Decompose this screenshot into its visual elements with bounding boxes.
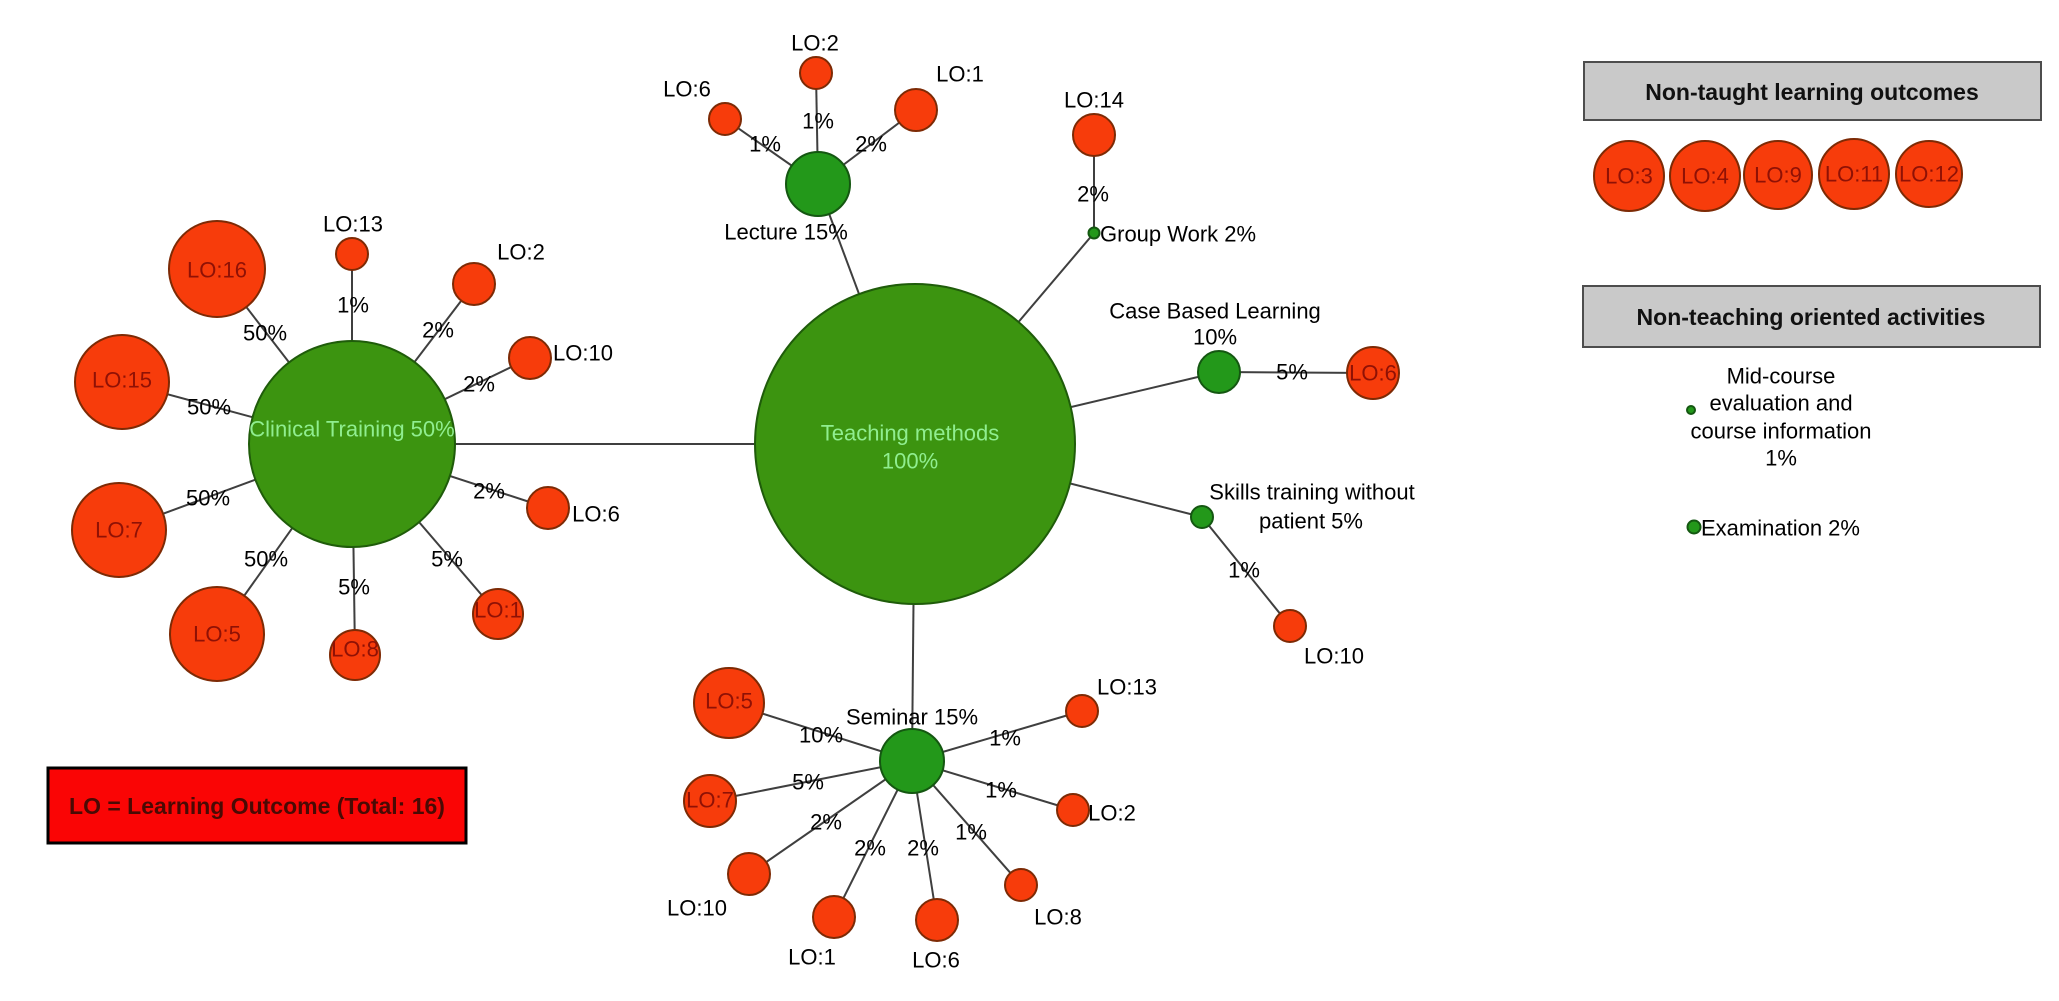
svg-text:5%: 5% bbox=[792, 770, 824, 795]
svg-text:course information: course information bbox=[1691, 419, 1872, 444]
svg-text:LO:7: LO:7 bbox=[95, 518, 143, 543]
svg-text:LO:5: LO:5 bbox=[193, 622, 241, 647]
svg-text:LO:6: LO:6 bbox=[572, 502, 620, 527]
svg-text:Non-teaching oriented activiti: Non-teaching oriented activities bbox=[1637, 304, 1986, 330]
svg-text:Non-taught learning outcomes: Non-taught learning outcomes bbox=[1645, 79, 1979, 105]
svg-text:LO:4: LO:4 bbox=[1681, 164, 1729, 189]
svg-text:50%: 50% bbox=[244, 547, 288, 572]
svg-text:LO:11: LO:11 bbox=[1825, 162, 1883, 187]
svg-text:LO:3: LO:3 bbox=[1605, 164, 1653, 189]
svg-text:Examination 2%: Examination 2% bbox=[1701, 516, 1860, 541]
svg-text:1%: 1% bbox=[989, 726, 1021, 751]
svg-text:Group Work 2%: Group Work 2% bbox=[1100, 222, 1256, 247]
svg-text:1%: 1% bbox=[985, 778, 1017, 803]
svg-text:LO:5: LO:5 bbox=[705, 689, 753, 714]
svg-text:2%: 2% bbox=[854, 836, 886, 861]
svg-text:LO:10: LO:10 bbox=[667, 896, 727, 921]
svg-text:2%: 2% bbox=[1077, 182, 1109, 207]
svg-text:LO:2: LO:2 bbox=[497, 240, 545, 265]
svg-text:1%: 1% bbox=[337, 293, 369, 318]
svg-text:LO = Learning Outcome (Total:: LO = Learning Outcome (Total: 16) bbox=[69, 793, 445, 819]
svg-text:LO:10: LO:10 bbox=[1304, 644, 1364, 669]
svg-text:2%: 2% bbox=[473, 479, 505, 504]
svg-text:LO:2: LO:2 bbox=[1088, 801, 1136, 826]
svg-text:50%: 50% bbox=[186, 486, 230, 511]
svg-text:LO:10: LO:10 bbox=[553, 341, 613, 366]
svg-text:50%: 50% bbox=[187, 395, 231, 420]
svg-text:Lecture 15%: Lecture 15% bbox=[724, 220, 848, 245]
svg-text:1%: 1% bbox=[1228, 558, 1260, 583]
svg-text:100%: 100% bbox=[882, 449, 938, 474]
svg-text:LO:8: LO:8 bbox=[331, 637, 379, 662]
svg-text:Teaching methods: Teaching methods bbox=[821, 421, 1000, 446]
svg-text:Mid-course: Mid-course bbox=[1727, 364, 1836, 389]
svg-text:5%: 5% bbox=[431, 547, 463, 572]
svg-text:LO:6: LO:6 bbox=[1349, 361, 1397, 386]
svg-text:2%: 2% bbox=[855, 132, 887, 157]
svg-text:5%: 5% bbox=[1276, 360, 1308, 385]
svg-text:LO:6: LO:6 bbox=[912, 948, 960, 973]
svg-text:LO:16: LO:16 bbox=[187, 258, 247, 283]
svg-text:Clinical Training 50%: Clinical Training 50% bbox=[249, 417, 454, 442]
svg-text:LO:13: LO:13 bbox=[323, 212, 383, 237]
svg-text:LO:15: LO:15 bbox=[92, 368, 152, 393]
svg-text:LO:12: LO:12 bbox=[1899, 162, 1959, 187]
svg-text:10%: 10% bbox=[799, 723, 843, 748]
svg-text:LO:6: LO:6 bbox=[663, 77, 711, 102]
svg-text:1%: 1% bbox=[749, 132, 781, 157]
svg-text:Seminar 15%: Seminar 15% bbox=[846, 705, 978, 730]
svg-text:LO:2: LO:2 bbox=[791, 31, 839, 56]
svg-text:2%: 2% bbox=[422, 318, 454, 343]
svg-text:10%: 10% bbox=[1193, 325, 1237, 350]
svg-text:2%: 2% bbox=[463, 372, 495, 397]
svg-text:patient 5%: patient 5% bbox=[1259, 509, 1363, 534]
svg-text:50%: 50% bbox=[243, 321, 287, 346]
svg-text:1%: 1% bbox=[1765, 446, 1797, 471]
svg-text:Skills training without: Skills training without bbox=[1209, 480, 1414, 505]
svg-text:LO:1: LO:1 bbox=[936, 62, 984, 87]
svg-text:5%: 5% bbox=[338, 575, 370, 600]
svg-text:LO:8: LO:8 bbox=[1034, 905, 1082, 930]
svg-text:1%: 1% bbox=[802, 109, 834, 134]
svg-text:LO:1: LO:1 bbox=[788, 945, 836, 970]
svg-text:LO:14: LO:14 bbox=[1064, 88, 1124, 113]
svg-text:LO:13: LO:13 bbox=[1097, 675, 1157, 700]
svg-text:evaluation and: evaluation and bbox=[1709, 391, 1852, 416]
svg-text:LO:9: LO:9 bbox=[1754, 163, 1802, 188]
svg-text:2%: 2% bbox=[907, 836, 939, 861]
svg-text:2%: 2% bbox=[810, 810, 842, 835]
svg-text:1%: 1% bbox=[955, 820, 987, 845]
svg-text:Case Based Learning: Case Based Learning bbox=[1109, 299, 1321, 324]
svg-text:LO:7: LO:7 bbox=[686, 788, 734, 813]
svg-text:LO:1: LO:1 bbox=[474, 598, 522, 623]
